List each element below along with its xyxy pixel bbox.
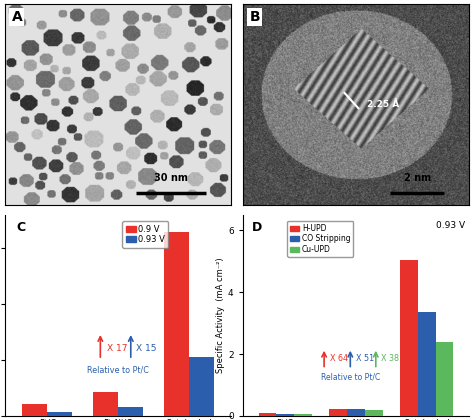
Bar (400, 260, 418, 416)
Bar (259, 413, 276, 416)
Legend: 0.9 V, 0.93 V: 0.9 V, 0.93 V (122, 221, 168, 247)
Text: 2 nm: 2 nm (403, 173, 431, 183)
Bar (329, 409, 347, 416)
Text: 0.93 V: 0.93 V (436, 221, 465, 230)
Bar (47, 412, 72, 416)
Text: 30 nm: 30 nm (155, 173, 188, 183)
Text: X 17: X 17 (107, 344, 127, 353)
Y-axis label: Specific Activity  (mA cm⁻²): Specific Activity (mA cm⁻²) (216, 257, 225, 373)
Legend: H-UPD, CO Stripping, Cu-UPD: H-UPD, CO Stripping, Cu-UPD (287, 221, 354, 257)
Text: 2.25 Å: 2.25 Å (367, 100, 400, 109)
Text: C: C (16, 221, 25, 234)
Bar (164, 232, 189, 416)
Text: Relative to Pt/C: Relative to Pt/C (87, 365, 149, 375)
Text: X 38: X 38 (382, 354, 400, 363)
Text: B: B (249, 10, 260, 24)
Bar (276, 414, 294, 416)
Bar (365, 410, 383, 416)
Text: X 64: X 64 (330, 354, 348, 363)
Bar (347, 409, 365, 416)
Bar (118, 407, 143, 416)
Bar (22, 404, 47, 416)
Text: X 15: X 15 (137, 344, 157, 353)
Text: Relative to Pt/C: Relative to Pt/C (321, 373, 380, 382)
Bar (436, 342, 453, 416)
Bar (189, 357, 214, 416)
Text: A: A (11, 10, 22, 24)
Bar (93, 392, 118, 416)
Bar (294, 414, 312, 416)
Bar (418, 312, 436, 416)
Text: D: D (252, 221, 262, 234)
Text: X 51: X 51 (356, 354, 374, 363)
